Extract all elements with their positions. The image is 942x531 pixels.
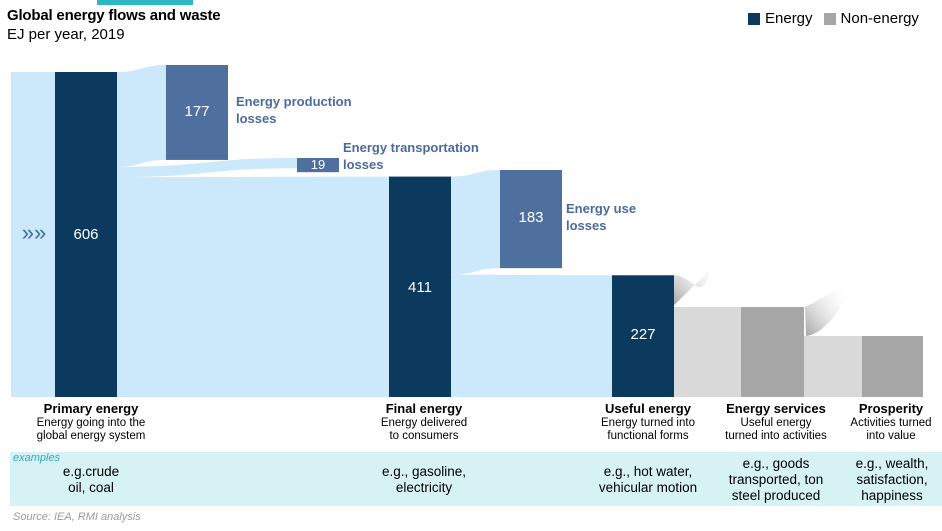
stage-prosperity-desc-2: into value xyxy=(866,430,916,443)
value-label-primary: 606 xyxy=(73,226,98,243)
value-label-useful: 227 xyxy=(630,326,655,343)
value-label-use-losses: 183 xyxy=(518,209,543,226)
stage-services-desc-2: turned into activities xyxy=(725,430,827,443)
chart-title: Global energy flows and waste xyxy=(7,7,221,24)
examples-services: e.g., goods transported, ton steel produ… xyxy=(716,456,836,505)
link-final-use-losses xyxy=(451,170,500,275)
stage-final-name: Final energy xyxy=(385,401,463,416)
legend-swatch-energy xyxy=(748,12,760,25)
caption-use-losses-line-1: Energy use xyxy=(566,201,636,216)
value-label-production-losses: 177 xyxy=(184,103,209,120)
caption-transport-losses-line-2: losses xyxy=(343,157,383,172)
caption-production-losses-line-1: Energy production xyxy=(236,94,352,109)
examples-final: e.g., gasoline, electricity xyxy=(354,464,494,496)
stage-useful-desc-2: functional forms xyxy=(607,430,689,443)
stage-prosperity-desc-1: Activities turned xyxy=(850,416,932,429)
node-services xyxy=(741,307,804,397)
stage-final: Final energy Energy delivered to consume… xyxy=(362,401,486,443)
node-prosperity xyxy=(862,336,923,397)
node-use-losses xyxy=(500,170,562,269)
caption-transport-losses-line-1: Energy transportation xyxy=(343,140,479,155)
examples-primary-line-1: e.g.crude xyxy=(62,464,120,479)
legend-label-energy: Energy xyxy=(765,10,813,27)
title-accent-bar xyxy=(97,0,193,5)
stage-useful-name: Useful energy xyxy=(605,401,691,416)
link-primary-production-losses xyxy=(117,65,166,167)
fade-funnel-useful xyxy=(674,262,718,306)
link-primary-transport-losses xyxy=(117,158,297,178)
examples-label: examples xyxy=(13,452,61,464)
chart-subtitle: EJ per year, 2019 xyxy=(7,26,125,43)
legend: Energy Non-energy xyxy=(748,10,930,27)
node-useful xyxy=(612,275,674,397)
stage-primary: Primary energy Energy going into the glo… xyxy=(20,401,162,443)
stage-prosperity: Prosperity Activities turned into value xyxy=(840,401,942,443)
examples-useful-line-1: e.g., hot water, xyxy=(603,464,693,479)
value-label-final: 411 xyxy=(408,279,432,296)
legend-label-non-energy: Non-energy xyxy=(840,10,919,27)
flow-useful-services xyxy=(674,307,741,397)
stage-final-desc-2: to consumers xyxy=(389,430,459,443)
examples-final-line-1: e.g., gasoline, xyxy=(381,464,467,479)
examples-primary: e.g.crude oil, coal xyxy=(20,464,162,496)
link-primary-final xyxy=(117,176,389,397)
examples-prosperity-line-1: e.g., wealth, xyxy=(855,456,929,471)
examples-services-line-2: transported, ton xyxy=(728,472,824,488)
stage-primary-desc-2: global energy system xyxy=(36,430,146,443)
examples-useful: e.g., hot water, vehicular motion xyxy=(584,464,712,496)
stage-services-desc-1: Useful energy xyxy=(740,416,812,429)
node-final xyxy=(389,176,451,397)
input-arrow-icon: »» xyxy=(22,220,46,245)
legend-swatch-non-energy xyxy=(823,12,836,25)
input-flow xyxy=(11,72,55,397)
node-transport-losses xyxy=(297,158,339,173)
examples-band xyxy=(10,452,942,506)
stage-prosperity-name: Prosperity xyxy=(858,401,924,416)
link-final-useful xyxy=(451,274,612,397)
caption-use-losses-line-2: losses xyxy=(566,218,606,233)
node-production-losses xyxy=(166,65,228,160)
caption-production-losses-line-2: losses xyxy=(236,111,276,126)
stage-primary-name: Primary energy xyxy=(43,401,139,416)
stage-services: Energy services Useful energy turned int… xyxy=(714,401,838,443)
examples-prosperity: e.g., wealth, satisfaction, happiness xyxy=(842,456,942,505)
examples-useful-line-2: vehicular motion xyxy=(598,480,698,496)
legend-item-non-energy: Non-energy xyxy=(823,10,919,27)
stage-primary-desc-1: Energy going into the xyxy=(36,416,146,429)
flow-services-prosperity xyxy=(804,336,862,397)
examples-primary-line-2: oil, coal xyxy=(68,480,114,496)
examples-services-line-3: steel produced xyxy=(731,488,821,504)
value-label-transport-losses: 19 xyxy=(311,157,325,172)
stage-useful-desc-1: Energy turned into xyxy=(601,416,695,429)
examples-prosperity-line-3: happiness xyxy=(861,488,923,504)
node-primary xyxy=(55,72,117,397)
examples-prosperity-line-2: satisfaction, xyxy=(856,472,928,488)
source-note: Source: IEA, RMI analysis xyxy=(13,511,141,523)
examples-services-line-1: e.g., goods xyxy=(742,456,810,471)
stage-final-desc-1: Energy delivered xyxy=(380,416,468,429)
stage-services-name: Energy services xyxy=(726,401,826,416)
fade-funnel-services xyxy=(805,285,845,336)
legend-item-energy: Energy xyxy=(748,10,813,27)
stage-useful: Useful energy Energy turned into functio… xyxy=(584,401,712,443)
examples-final-line-2: electricity xyxy=(395,480,453,496)
